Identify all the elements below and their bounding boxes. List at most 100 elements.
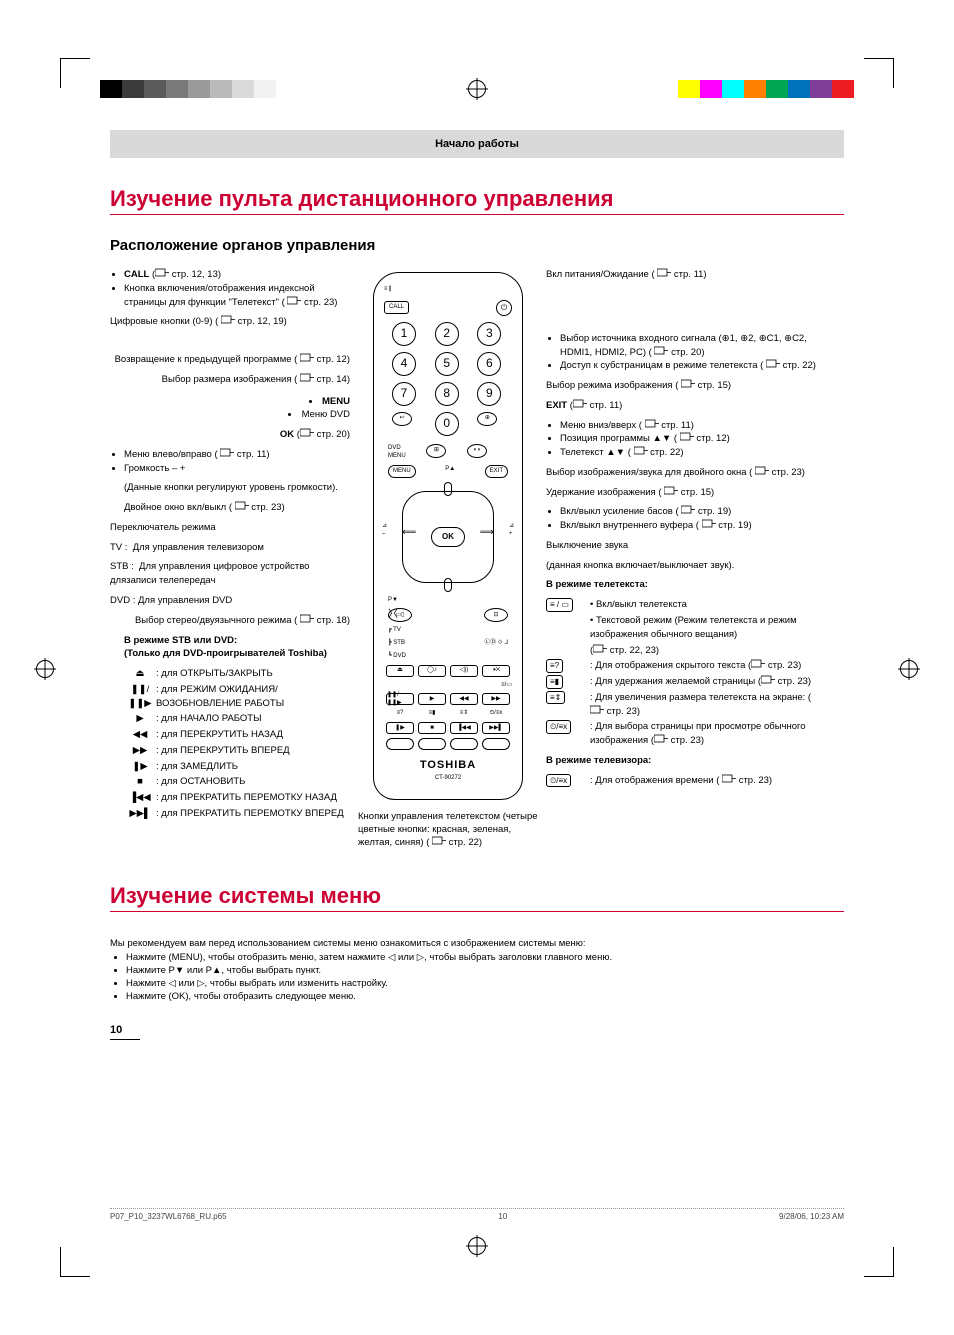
- remote-menu-button: MENU: [388, 465, 416, 478]
- call-desc: Кнопка включения/отображения индексной с…: [124, 282, 350, 310]
- picmode-item: Выбор режима изображения ( стр. 15): [546, 379, 816, 393]
- page-ref-icon: [654, 734, 668, 743]
- page-ref-icon: [680, 432, 694, 441]
- transport-icon: ▶▶▌: [124, 807, 156, 821]
- transport-icon: ❚❚/❚❚▶: [124, 683, 156, 711]
- teletext-caption: Кнопки управления телетекстом (четыре цв…: [358, 810, 538, 850]
- registration-mark: [468, 80, 486, 98]
- page-ref-icon: [645, 419, 659, 428]
- page-ref-icon: [634, 446, 648, 455]
- menu-b2: Нажмите P▼ или P▲, чтобы выбрать пункт.: [126, 965, 844, 976]
- remote-model: CT-90272: [384, 774, 512, 783]
- page-content: Начало работы Изучение пульта дистанцион…: [110, 130, 844, 1225]
- tt-row: • Текстовой режим (Режим телетекста и ре…: [546, 614, 816, 642]
- page-ref-icon: [590, 705, 604, 714]
- teletext-icon: ≡?: [546, 659, 563, 673]
- menu-b3: Нажмите ◁ или ▷, чтобы выбрать или измен…: [126, 978, 844, 989]
- ud1-item: Меню вниз/вверх ( стр. 11): [560, 419, 816, 433]
- vol-label: Громкость – +: [124, 462, 350, 476]
- page-ref-icon: [766, 359, 780, 368]
- hold-item: Удержание изображения ( стр. 15): [546, 486, 816, 500]
- transport-icon: ■: [124, 775, 156, 789]
- remote-vol-minus: ⊿–: [382, 522, 387, 539]
- lr-item: Меню влево/вправо ( стр. 11): [124, 448, 350, 462]
- tt-text: • Текстовой режим (Режим телетекста и ре…: [590, 614, 816, 642]
- remote-right-arrow: 〉: [388, 608, 398, 623]
- twin-item: Двойное окно вкл/выкл ( стр. 23): [110, 501, 350, 515]
- remote-num-1: 1: [392, 322, 416, 346]
- page-ref-icon: [702, 519, 716, 528]
- stb-text: : для НАЧАЛО РАБОТЫ: [156, 712, 350, 726]
- tt-row: ⏲/≡x: Для выбора страницы при просмотре …: [546, 720, 816, 748]
- footer-date: 9/28/06, 10:23 AM: [779, 1212, 844, 1221]
- remote-nav-down: [444, 578, 452, 592]
- remote-txt-icon: ≡❙: [384, 285, 393, 294]
- stb-row: ■: для ОСТАНОВИТЬ: [124, 775, 350, 789]
- page-ref-icon: [300, 353, 314, 362]
- tt-text: : Для увеличения размера телетекста на э…: [590, 691, 816, 719]
- remote-power-button: ⏻: [496, 300, 512, 316]
- page-ref-icon: [654, 346, 668, 355]
- mode-switch: Переключатель режима: [110, 521, 350, 535]
- stb-text: : для ОСТАНОВИТЬ: [156, 775, 350, 789]
- registration-mark: [900, 660, 918, 678]
- page-ref-icon: [722, 774, 736, 783]
- tt-list: ≡ / ▭• Вкл/выкл телетекста • Текстовой ре…: [546, 598, 816, 748]
- vol-desc: (Данные кнопки регулируют уровень громко…: [110, 481, 350, 495]
- tt-row: ( стр. 22, 23): [546, 644, 816, 658]
- remote-num-8: 8: [435, 382, 459, 406]
- footer-file: P07_P10_3237WL6768_RU.p65: [110, 1212, 227, 1221]
- stb-heading: В режиме STB или DVD: (Только для DVD-пр…: [110, 634, 350, 662]
- transport-icon: ⏏: [124, 667, 156, 681]
- tt-text: : Для удержания желаемой страницы ( стр.…: [590, 675, 816, 689]
- page-ref-icon: [300, 428, 314, 437]
- section-header-text: Начало работы: [435, 138, 519, 150]
- title-menu: Изучение системы меню: [110, 883, 844, 912]
- stb-list: ⏏: для ОТКРЫТЬ/ЗАКРЫТЬ❚❚/❚❚▶: для РЕЖИМ …: [110, 667, 350, 821]
- remote-size-button: ⊞: [426, 444, 446, 458]
- tt-text: • Вкл/выкл телетекста: [590, 598, 816, 612]
- stb-text: : для РЕЖИМ ОЖИДАНИЯ/ ВОЗОБНОВЛЕНИЕ РАБО…: [156, 683, 350, 711]
- stb-row: ◀◀: для ПЕРЕКРУТИТЬ НАЗАД: [124, 728, 350, 742]
- page-ref-icon: [681, 379, 695, 388]
- tv-heading: В режиме телевизора:: [546, 754, 816, 768]
- page-ref-icon: [751, 659, 765, 668]
- remote-mode-tv-label: ┏ TV: [388, 626, 401, 635]
- mode-tv: TV : Для управления телевизором: [110, 541, 350, 555]
- teletext-icon: ≡⇕: [546, 691, 565, 705]
- page-ref-icon: [664, 486, 678, 495]
- mode-dvd: DVD : Для управления DVD: [110, 594, 350, 608]
- stb-text: : для ПЕРЕКРУТИТЬ ВПЕРЕД: [156, 744, 350, 758]
- tt-row: ≡?: Для отображения скрытого текста ( ст…: [546, 659, 816, 673]
- remote-skip-back-button: ▐◀◀: [450, 722, 478, 734]
- remote-tt-time-icon: ⏲/≡x: [482, 709, 510, 718]
- remote-color-buttons: [386, 738, 510, 750]
- footer-pg: 10: [498, 1212, 507, 1221]
- section-header: Начало работы: [110, 130, 844, 158]
- tt-heading: В режиме телетекста:: [546, 578, 816, 592]
- remote-stop-button: ■: [418, 722, 446, 734]
- right-column: Вкл питания/Ожидание ( стр. 11) Выбор ис…: [546, 268, 816, 789]
- menu-intro: Мы рекомендуем вам перед использованием …: [110, 938, 844, 949]
- tt-row: ≡ / ▭• Вкл/выкл телетекста: [546, 598, 816, 612]
- remote-num-6: 6: [477, 352, 501, 376]
- stb-row: ❚▶: для ЗАМЕДЛИТЬ: [124, 760, 350, 774]
- remote-mute-button: 🕨✕: [482, 665, 510, 677]
- remote-yellow-button: [450, 738, 478, 750]
- remote-nav-ring: OK ⟸ ⟹ ⊿– ⊿+: [384, 482, 512, 592]
- remote-mode-stb-label: ┣ STB: [388, 639, 405, 648]
- bass1-item: Вкл/выкл усиление басов ( стр. 19): [560, 505, 816, 519]
- mode-stb: STB : Для управления цифровое устройство…: [110, 560, 350, 588]
- remote-ffwd-button: ▶▶: [482, 693, 510, 705]
- remote-num-7: 7: [392, 382, 416, 406]
- three-columns: CALL ( стр. 12, 13) Кнопка включения/ото…: [110, 268, 844, 855]
- call-item: CALL ( стр. 12, 13): [124, 268, 350, 282]
- tv-item: ⏲/≡x : Для отображения времени ( стр. 23…: [546, 774, 816, 788]
- digits-item: Цифровые кнопки (0-9) ( стр. 12, 19): [110, 315, 350, 329]
- ok-item: OK ( стр. 20): [110, 428, 350, 442]
- color-bar-right: [678, 80, 854, 98]
- crop-mark: [864, 1247, 894, 1277]
- remote-rew-button: ◀◀: [450, 693, 478, 705]
- page-ref-icon: [657, 268, 671, 277]
- remote-slow-button: ❚▶: [386, 722, 414, 734]
